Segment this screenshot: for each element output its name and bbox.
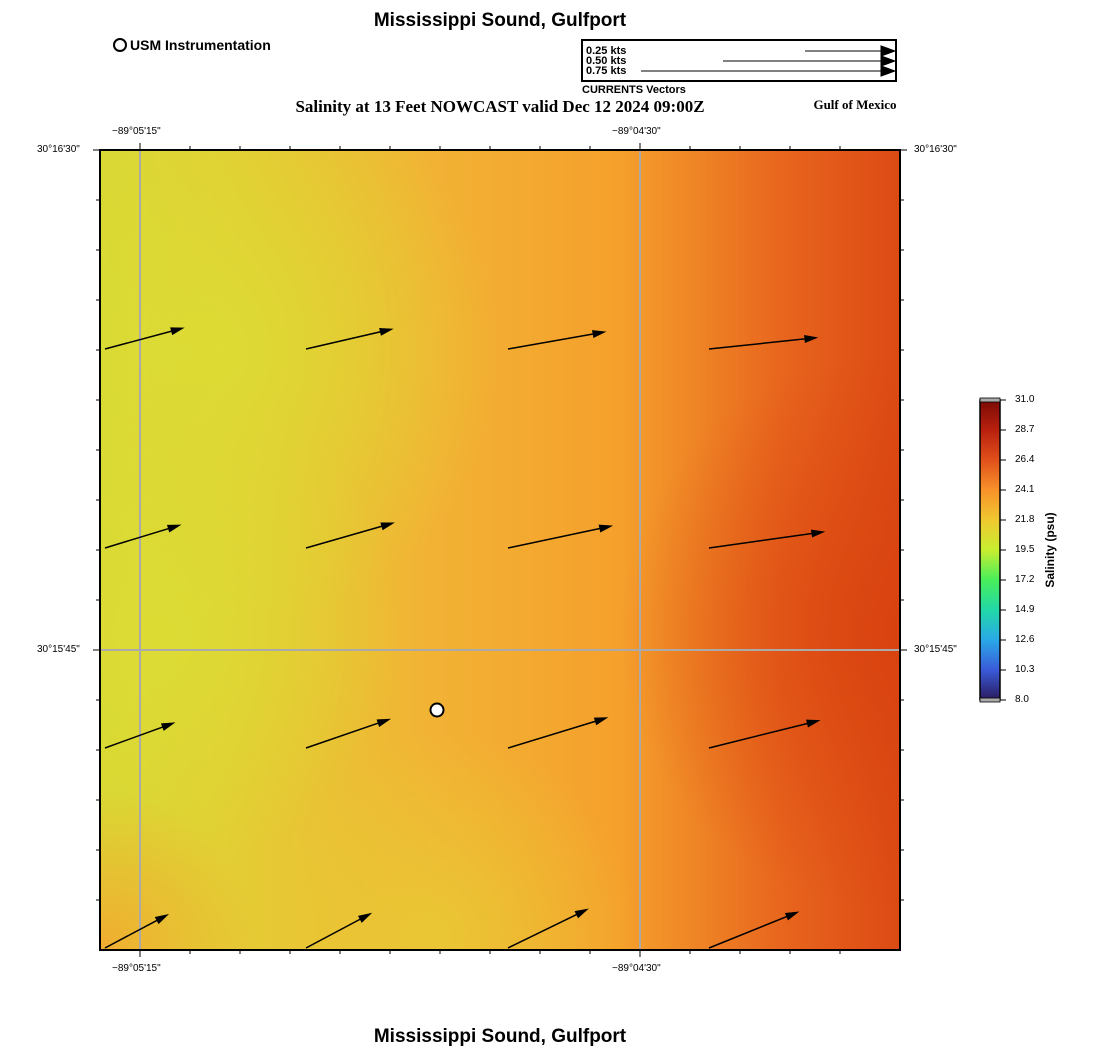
current-vector: [708, 721, 812, 749]
lat-tick-label: 30°15'45": [914, 644, 957, 655]
current-vector-arrowhead-icon: [593, 717, 609, 726]
current-vector-arrowhead-icon: [160, 722, 176, 731]
lat-tick-label: 30°16'30": [37, 144, 80, 155]
current-vector-arrowhead-icon: [170, 327, 185, 336]
lon-tick-label: −89°05'15": [112, 963, 161, 974]
current-vector: [104, 526, 173, 549]
current-vector: [104, 725, 167, 749]
map-title: Salinity at 13 Feet NOWCAST valid Dec 12…: [295, 97, 705, 116]
current-vector-arrowhead-icon: [166, 524, 182, 533]
vector-caption: CURRENTS Vectors: [582, 84, 686, 96]
colorbar-tick-label: 17.2: [1015, 574, 1035, 585]
colorbar-tick-label: 8.0: [1015, 694, 1029, 705]
current-vector: [104, 329, 176, 350]
colorbar-tick-label: 31.0: [1015, 394, 1035, 405]
current-vector-arrowhead-icon: [810, 529, 826, 538]
current-vector: [305, 524, 386, 549]
vector-scale-label: 0.50 kts: [586, 55, 627, 67]
lat-tick-label: 30°15'45": [37, 644, 80, 655]
current-vector: [305, 330, 385, 350]
current-vector: [104, 917, 161, 949]
colorbar-tick-label: 14.9: [1015, 604, 1035, 615]
station-legend: USM Instrumentation: [113, 37, 271, 53]
current-vector-arrowhead-icon: [380, 522, 395, 531]
vector-scale-label: 0.75 kts: [586, 65, 627, 77]
station-marker-icon[interactable]: [429, 702, 445, 718]
colorbar-tick-label: 19.5: [1015, 544, 1035, 555]
lon-tick-label: −89°04'30": [612, 126, 661, 137]
colorbar-title: Salinity (psu): [1043, 512, 1057, 588]
colorbar-tick-label: 12.6: [1015, 634, 1035, 645]
current-vector-arrowhead-icon: [784, 911, 800, 921]
colorbar-tick-label: 24.1: [1015, 484, 1035, 495]
scale-arrowhead-icon: [880, 55, 895, 67]
colorbar-tick-label: 21.8: [1015, 514, 1035, 525]
lon-tick-label: −89°04'30": [612, 963, 661, 974]
vector-scale-legend: 0.25 kts 0.50 kts 0.75 kts: [581, 39, 897, 82]
colorbar-scale: [979, 399, 1001, 701]
current-vector-arrowhead-icon: [154, 913, 170, 925]
current-vector-arrowhead-icon: [379, 328, 394, 336]
current-vectors: [104, 327, 826, 949]
colorbar: [979, 397, 1006, 703]
salinity-field: [100, 150, 900, 950]
current-vector-arrowhead-icon: [598, 524, 614, 533]
current-vector: [708, 337, 809, 350]
current-vector: [507, 332, 597, 350]
lon-tick-label: −89°05'15": [112, 126, 161, 137]
current-vector-arrowhead-icon: [357, 912, 373, 923]
colorbar-tick-label: 28.7: [1015, 424, 1035, 435]
region-label: Gulf of Mexico: [813, 97, 897, 112]
lat-tick-label: 30°16'30": [914, 144, 957, 155]
station-legend-label: USM Instrumentation: [130, 37, 271, 53]
current-vector-arrowhead-icon: [376, 718, 392, 728]
vector-scale-arrows: [641, 45, 895, 77]
current-vector: [305, 721, 382, 749]
current-vector: [507, 719, 600, 749]
current-vector-arrowhead-icon: [574, 908, 589, 919]
current-vector-arrowhead-icon: [591, 330, 607, 339]
current-vector-arrowhead-icon: [806, 719, 821, 728]
scale-arrowhead-icon: [880, 45, 895, 57]
current-vector: [708, 914, 791, 949]
colorbar-tick-label: 26.4: [1015, 454, 1035, 465]
map-ticks: [93, 143, 907, 957]
current-vector: [507, 912, 581, 949]
station-marker-icon: [113, 38, 127, 52]
current-vector-arrowhead-icon: [804, 334, 819, 343]
page-title: Mississippi Sound, Gulfport: [373, 10, 627, 31]
current-vector: [305, 916, 364, 949]
footer-title: Mississippi Sound, Gulfport: [373, 1026, 627, 1047]
vector-scale-label: 0.25 kts: [586, 45, 627, 57]
colorbar-tick-label: 10.3: [1015, 664, 1035, 675]
scale-arrowhead-icon: [880, 65, 895, 77]
current-vector: [708, 532, 816, 549]
current-vector: [507, 526, 604, 549]
